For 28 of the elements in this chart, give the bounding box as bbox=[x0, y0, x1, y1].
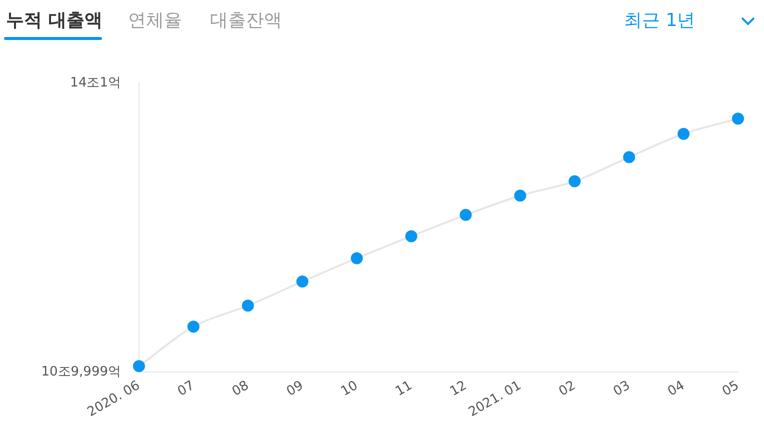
point bbox=[405, 230, 418, 242]
text: 14조1억 bbox=[70, 75, 121, 90]
point bbox=[514, 190, 526, 202]
chart-title: 누적 대출액 bbox=[6, 9, 102, 32]
point bbox=[296, 276, 308, 288]
text: 대출잔액 bbox=[210, 9, 282, 32]
x-tick-label: 05 bbox=[720, 378, 742, 400]
x-tick-label: 08 bbox=[230, 378, 252, 400]
point bbox=[133, 360, 145, 372]
x-tick-label: 07 bbox=[175, 378, 198, 400]
point bbox=[242, 300, 254, 312]
point bbox=[187, 320, 200, 333]
x-tick-label: 09 bbox=[284, 378, 306, 400]
x-tick-label: 03 bbox=[610, 378, 633, 400]
x-tick-label: 10 bbox=[338, 378, 361, 400]
point bbox=[678, 128, 690, 140]
point bbox=[460, 208, 472, 221]
text: 연체율 bbox=[128, 9, 182, 32]
x-tick-label: 12 bbox=[448, 378, 470, 400]
x-tick-label: 11 bbox=[393, 378, 415, 400]
text: 최근 1년 bbox=[624, 9, 696, 32]
point bbox=[568, 175, 581, 188]
point bbox=[732, 112, 744, 125]
text: 10조9,999억 bbox=[41, 364, 121, 380]
point bbox=[350, 252, 363, 264]
point bbox=[623, 151, 636, 164]
x-tick-label: 02 bbox=[556, 378, 578, 400]
x-tick-label: 04 bbox=[665, 378, 688, 400]
